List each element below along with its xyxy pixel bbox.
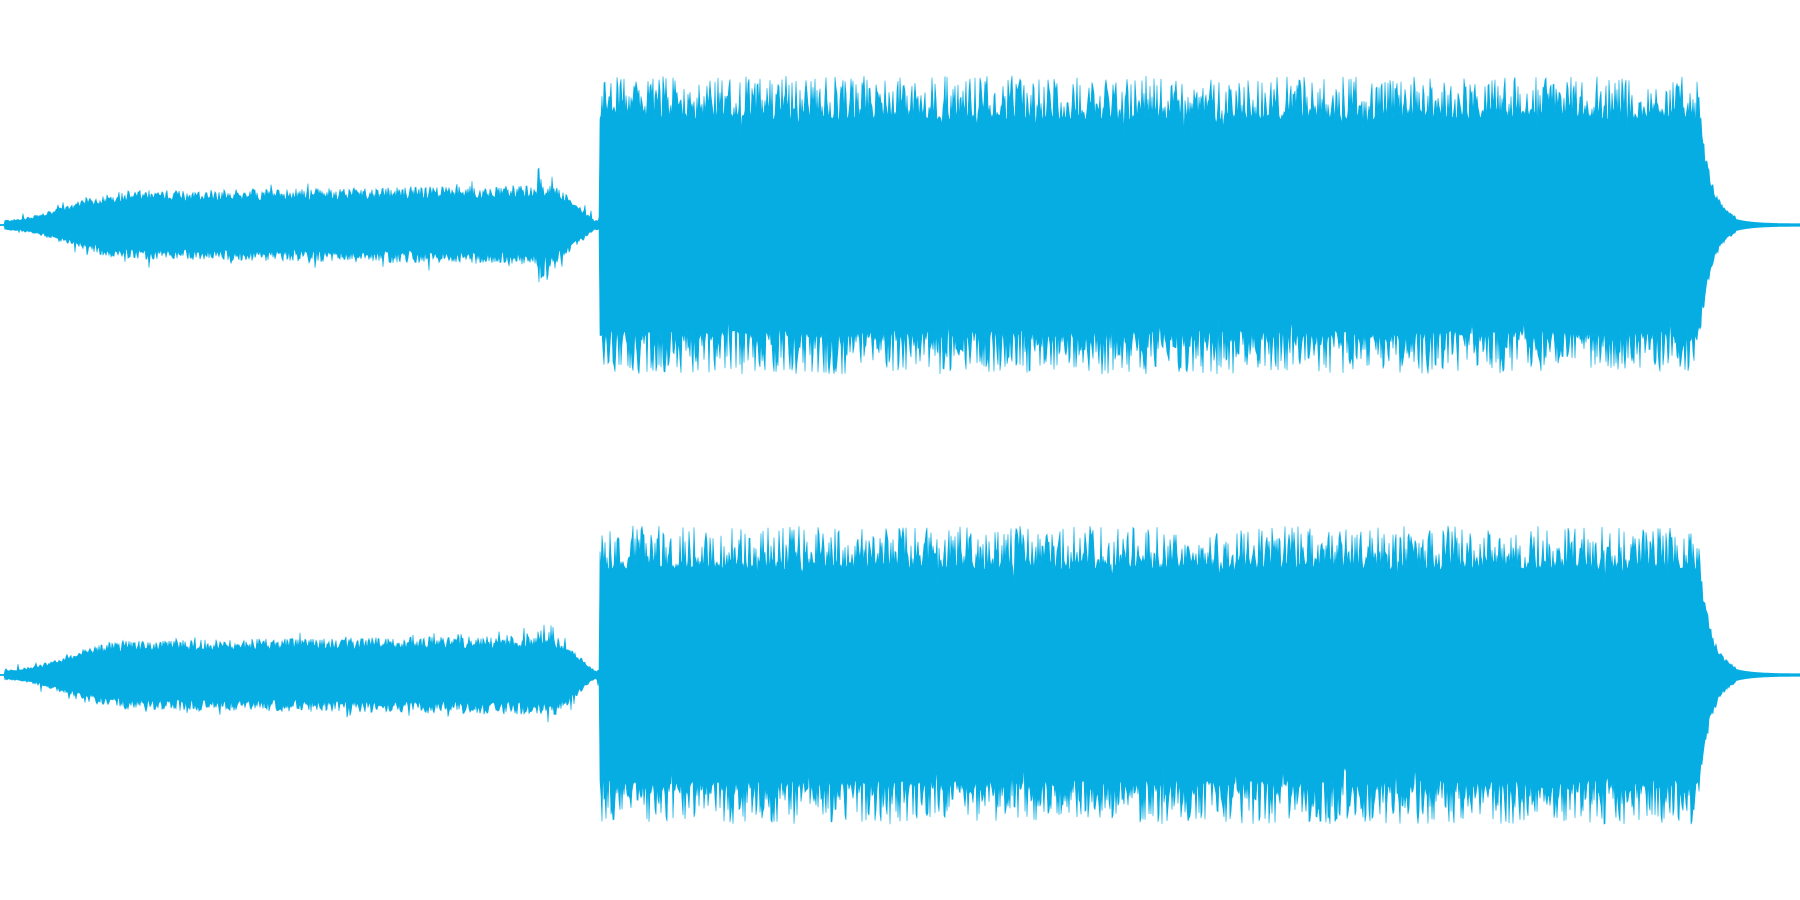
waveform-right-channel <box>0 525 1800 825</box>
waveform-left-channel <box>0 75 1800 375</box>
